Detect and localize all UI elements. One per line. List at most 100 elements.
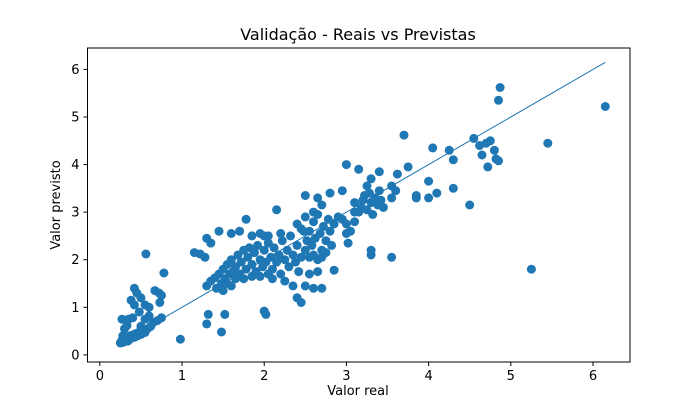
data-point — [489, 145, 499, 155]
data-point — [259, 245, 269, 255]
data-point — [141, 249, 151, 259]
data-point — [495, 83, 505, 92]
data-point — [315, 229, 325, 238]
axes-frame — [87, 47, 631, 363]
data-point — [313, 193, 323, 203]
data-point — [157, 290, 166, 300]
data-point — [276, 229, 286, 238]
data-point — [376, 195, 386, 205]
x-tick-label: 2 — [260, 369, 268, 384]
data-point — [300, 212, 310, 222]
data-point — [424, 176, 434, 186]
data-point — [346, 226, 355, 236]
data-point — [325, 188, 335, 198]
data-point — [155, 298, 165, 307]
data-point — [249, 248, 259, 258]
scatter-points — [115, 83, 610, 348]
data-point — [494, 95, 503, 105]
data-point — [294, 267, 304, 277]
x-tick-label: 0 — [96, 369, 104, 384]
data-point — [403, 162, 413, 172]
y-tick-label: 6 — [71, 63, 79, 78]
data-point — [128, 313, 138, 323]
data-point — [368, 210, 378, 219]
data-point — [362, 181, 372, 191]
data-point — [217, 327, 226, 337]
x-tick-label: 5 — [507, 369, 515, 384]
data-point — [284, 262, 294, 272]
data-point — [296, 298, 306, 307]
data-point — [366, 250, 376, 260]
data-point — [272, 205, 282, 215]
y-axis-ticks: 0 1 2 3 4 5 6 — [71, 63, 88, 363]
data-point — [477, 150, 487, 160]
data-point — [286, 231, 295, 241]
data-point — [432, 188, 442, 198]
data-point — [329, 219, 339, 229]
data-point — [354, 164, 364, 174]
data-point — [387, 252, 397, 262]
data-point — [203, 309, 213, 319]
data-point — [341, 219, 351, 229]
data-point — [399, 130, 409, 140]
x-axis-label: Valor real — [327, 384, 389, 399]
data-point — [304, 226, 314, 236]
data-point — [226, 255, 236, 265]
data-point — [448, 183, 458, 193]
data-point — [307, 240, 317, 250]
data-point — [280, 276, 290, 286]
data-point — [313, 267, 323, 277]
data-point — [159, 268, 169, 278]
data-point — [411, 191, 421, 200]
data-point — [200, 252, 210, 262]
data-point — [526, 264, 536, 274]
data-point — [317, 283, 327, 293]
data-point — [175, 334, 185, 344]
identity-line — [120, 61, 606, 344]
y-tick-label: 5 — [71, 110, 79, 125]
data-point — [269, 243, 279, 253]
data-point — [392, 169, 402, 179]
data-point — [483, 162, 493, 172]
data-point — [231, 274, 240, 284]
data-point — [321, 248, 331, 258]
data-point — [300, 281, 310, 291]
data-point — [387, 193, 397, 203]
data-point — [337, 186, 347, 196]
data-point — [424, 193, 434, 203]
data-point — [206, 238, 216, 248]
data-point — [259, 231, 269, 241]
data-point — [220, 309, 230, 319]
y-axis-label: Valor previsto — [49, 160, 64, 249]
data-point — [214, 226, 224, 236]
x-tick-label: 6 — [589, 369, 597, 384]
data-point — [366, 174, 376, 184]
data-point — [235, 226, 245, 236]
y-tick-label: 4 — [71, 158, 79, 173]
data-point — [255, 271, 265, 281]
data-point — [296, 252, 306, 262]
data-point — [304, 252, 314, 262]
data-point — [329, 265, 339, 275]
data-point — [309, 207, 318, 217]
data-point — [132, 288, 142, 298]
data-point — [276, 269, 286, 279]
data-point — [374, 167, 384, 177]
y-tick-label: 2 — [71, 253, 79, 268]
data-point — [494, 156, 503, 166]
data-point — [118, 331, 128, 341]
data-point — [309, 217, 318, 227]
data-point — [448, 155, 458, 165]
data-point — [243, 252, 253, 262]
chart-title: Validação - Reais vs Previstas — [240, 25, 476, 44]
data-point — [277, 236, 287, 246]
data-point — [247, 271, 257, 281]
data-point — [543, 138, 553, 148]
data-point — [325, 226, 335, 236]
data-point — [465, 200, 475, 210]
data-point — [288, 250, 298, 260]
data-point — [226, 229, 236, 238]
data-point — [292, 219, 302, 229]
data-point — [288, 281, 298, 291]
